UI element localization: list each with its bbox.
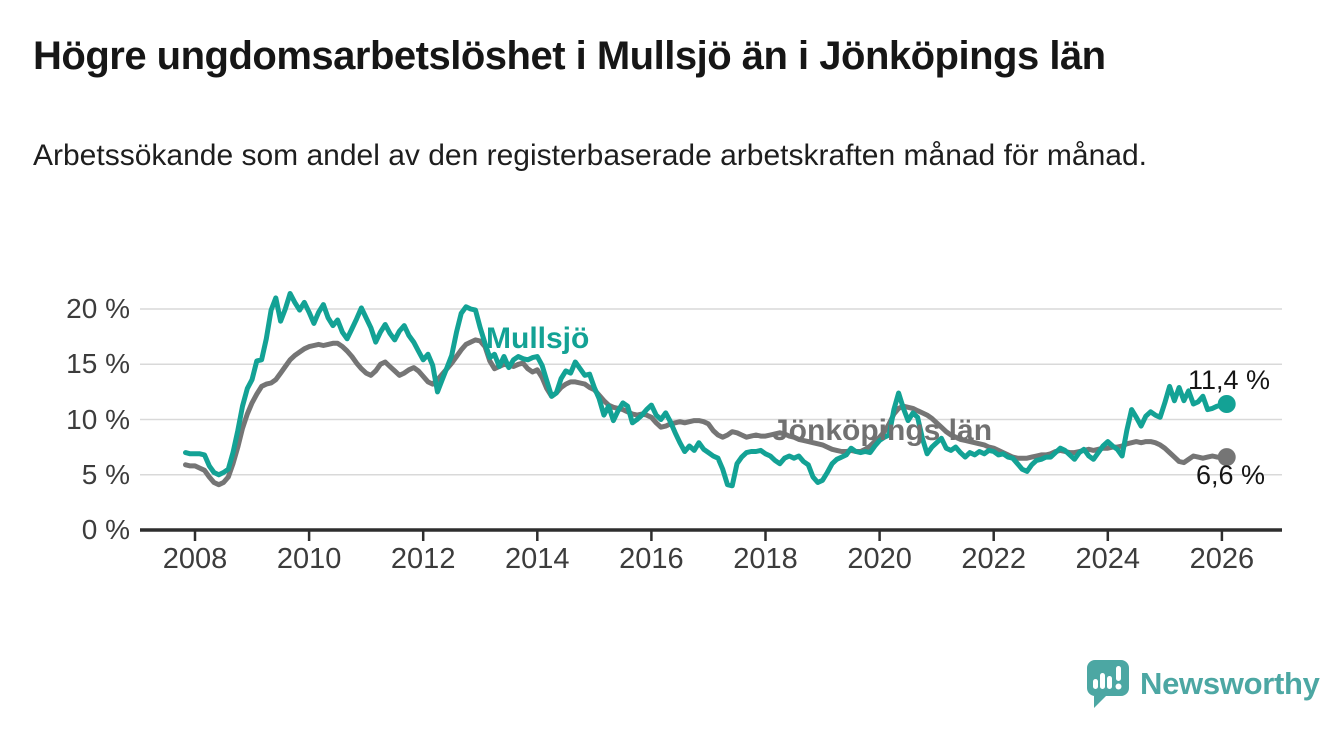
bar-3 [1107,676,1112,689]
series-mullsjo-line [183,291,1230,489]
x-axis-label-2010: 2010 [276,543,342,575]
y-axis-label-0: 0 % [81,514,130,545]
bar-2 [1100,673,1105,689]
page-title: Högre ungdomsarbetslöshet i Mullsjö än i… [33,34,1106,78]
x-axis-label-2024: 2024 [1075,543,1141,575]
x-axis-label-2022: 2022 [961,543,1026,575]
x-axis-label-2016: 2016 [619,543,684,575]
brand-name: Newsworthy [1140,666,1320,701]
exclamation-dot [1115,683,1122,690]
x-axis-label-2026: 2026 [1189,543,1255,575]
x-axis-label-2008: 2008 [162,543,228,575]
y-axis-label-10: 10 % [66,403,130,435]
newsworthy-logo-icon [1087,660,1129,708]
bar-1 [1093,679,1098,689]
x-axis-label-2012: 2012 [390,543,456,575]
end-value-label-mullsjo: 11,4 % [1188,365,1271,395]
end-value-label-jonkopings-lan: 6,6 % [1196,460,1266,490]
exclamation-stem [1116,666,1121,681]
y-axis-label-20: 20 % [66,293,130,324]
series-label-mullsjo: Mullsjö [486,322,590,355]
series-label-jonkopings-lan: Jönköpings län [772,414,993,447]
y-axis-label-5: 5 % [81,458,130,490]
series-county-end-dot [1217,448,1236,467]
y-axis-label-15: 15 % [66,348,130,380]
series-county-line [183,337,1230,488]
newsworthy-brand: Newsworthy [1085,658,1320,710]
chart-subtitle: Arbetssökande som andel av den registerb… [33,139,1147,172]
x-axis-label-2018: 2018 [733,543,798,575]
series-mullsjo-end-dot [1217,395,1236,413]
x-axis-label-2014: 2014 [505,543,570,575]
x-axis-label-2020: 2020 [847,543,912,575]
